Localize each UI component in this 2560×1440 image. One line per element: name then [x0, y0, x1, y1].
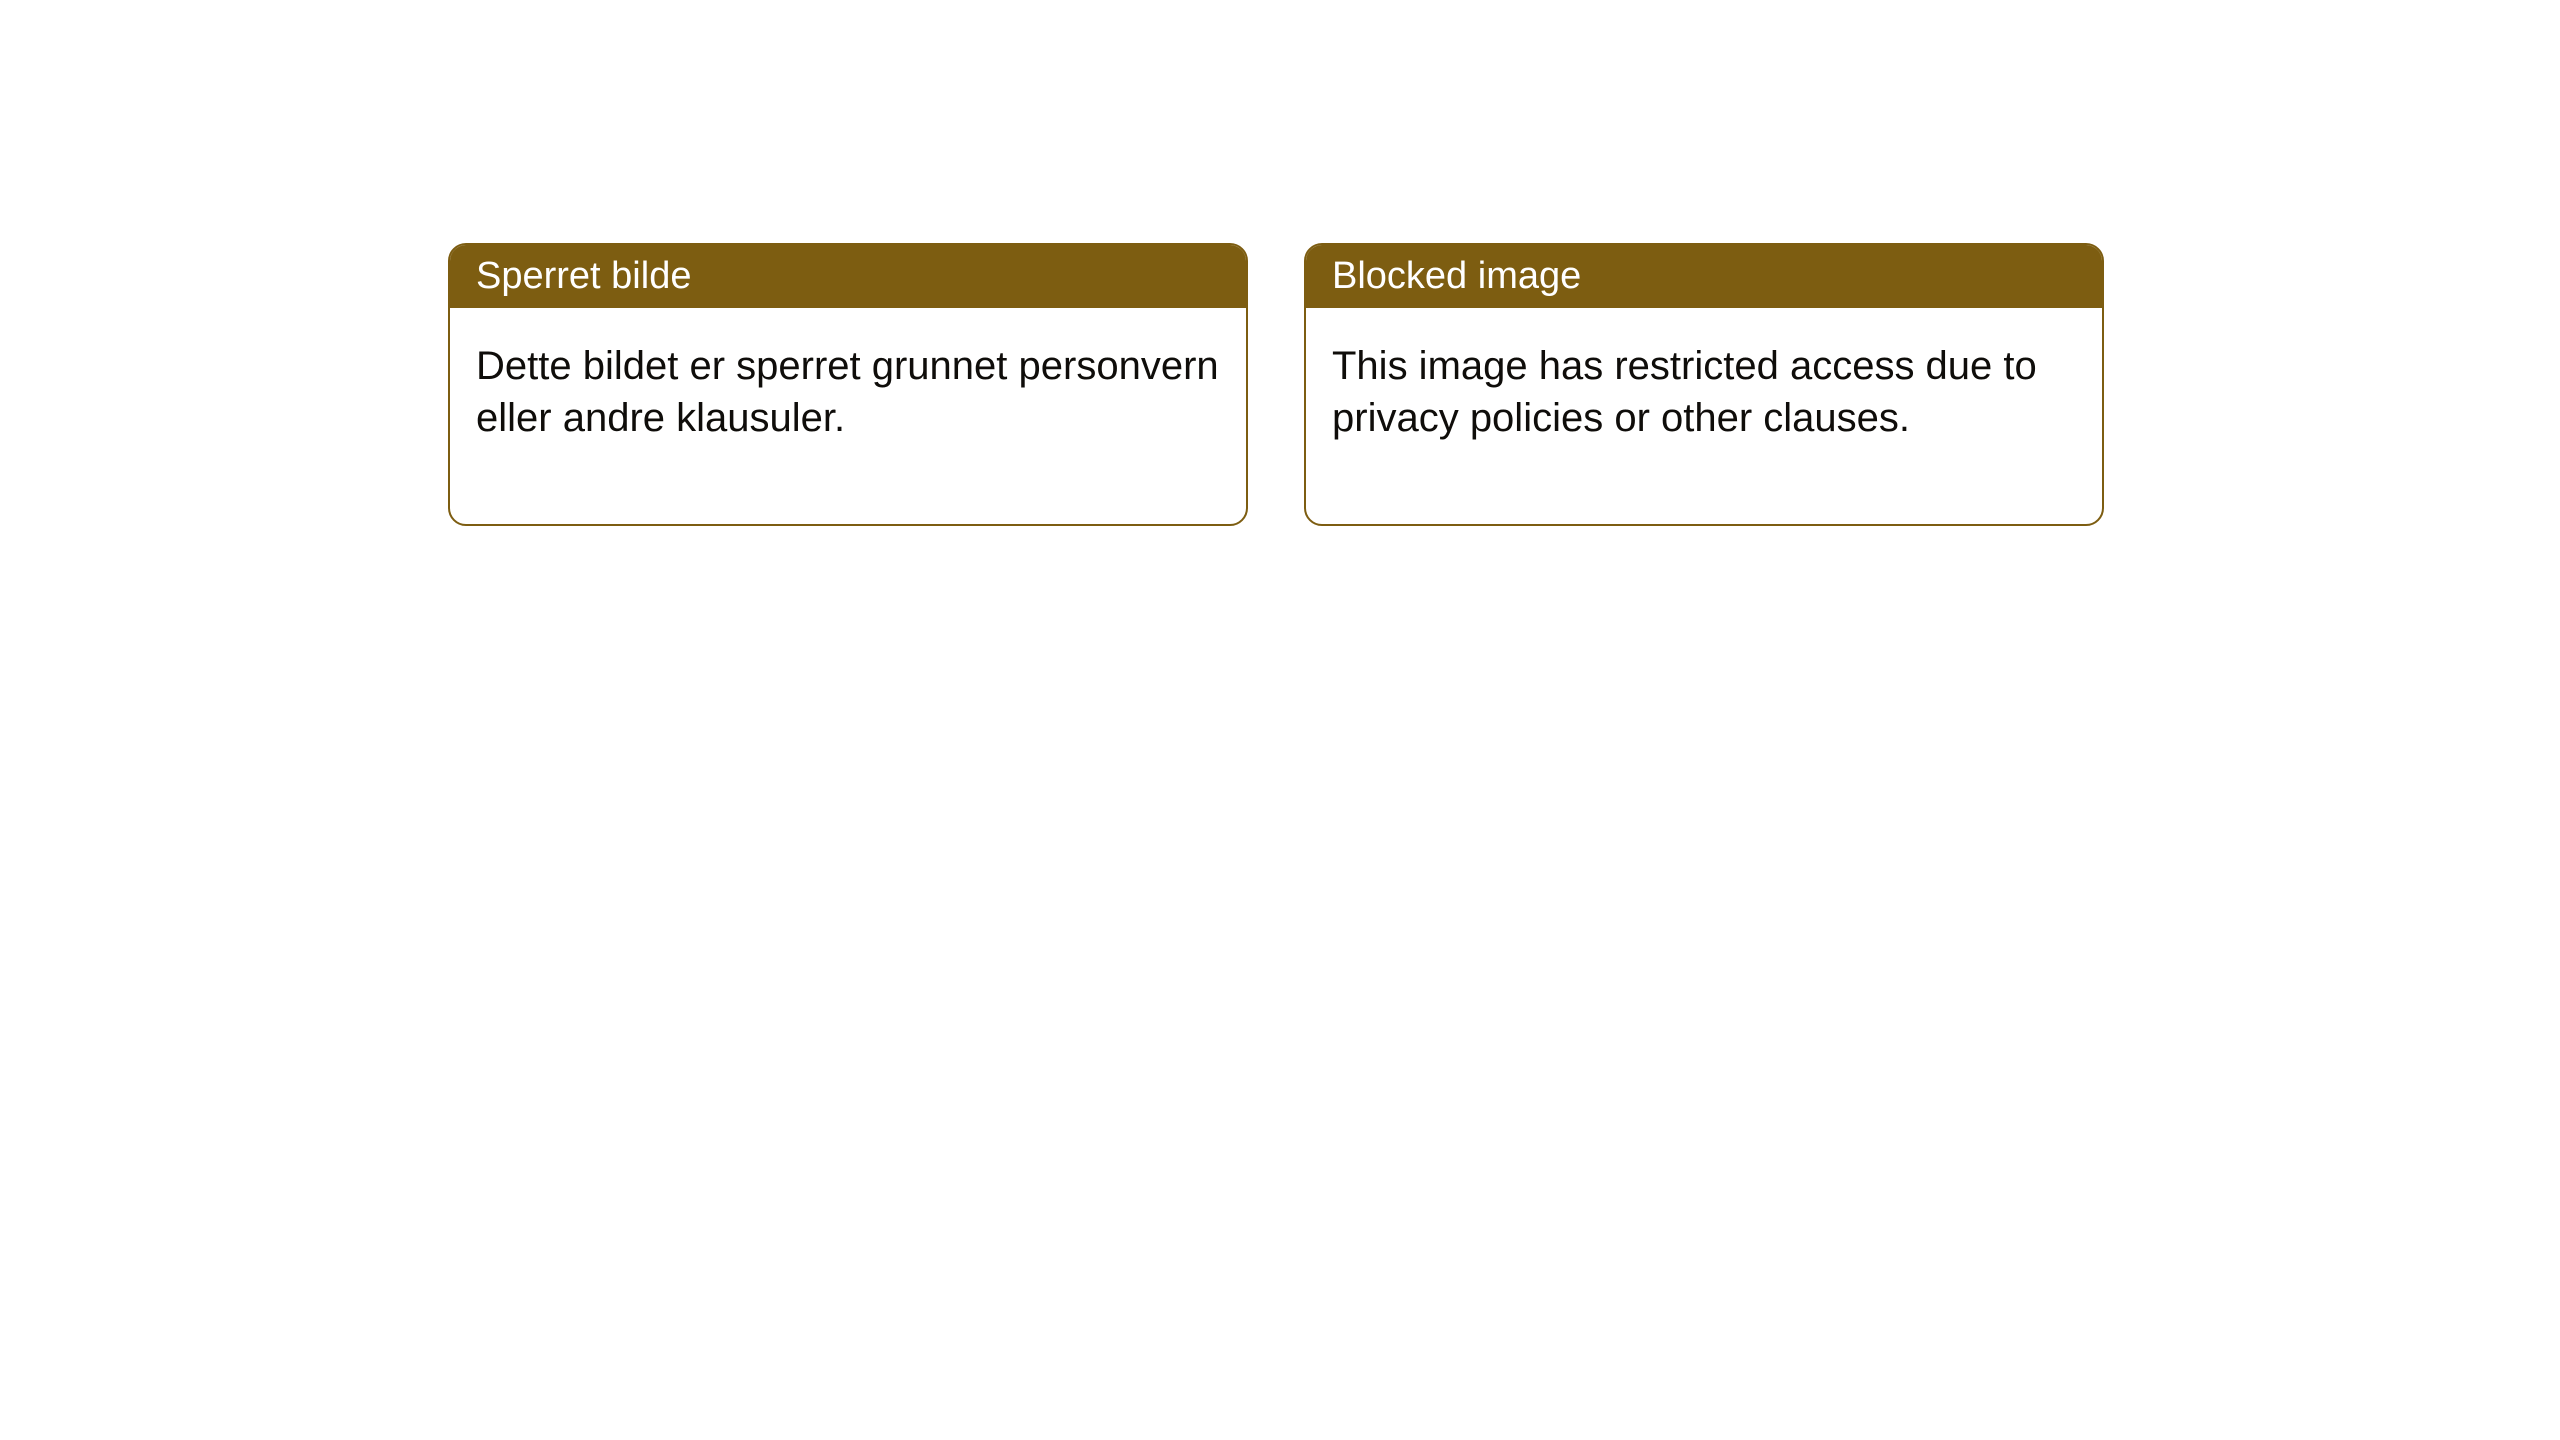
notice-card-title: Sperret bilde [476, 255, 691, 297]
notice-card-header: Blocked image [1306, 245, 2102, 308]
notice-card-body: Dette bildet er sperret grunnet personve… [450, 308, 1246, 524]
notice-card-norwegian: Sperret bilde Dette bildet er sperret gr… [448, 243, 1248, 526]
notice-card-header: Sperret bilde [450, 245, 1246, 308]
notice-card-text: Dette bildet er sperret grunnet personve… [476, 344, 1219, 440]
notice-card-text: This image has restricted access due to … [1332, 344, 2037, 440]
notice-card-body: This image has restricted access due to … [1306, 308, 2102, 524]
notice-cards-container: Sperret bilde Dette bildet er sperret gr… [0, 0, 2560, 526]
notice-card-title: Blocked image [1332, 255, 1581, 297]
notice-card-english: Blocked image This image has restricted … [1304, 243, 2104, 526]
